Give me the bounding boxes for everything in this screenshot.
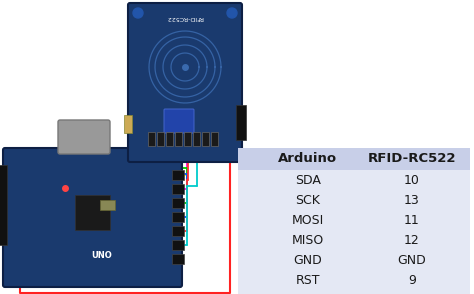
Text: SDA: SDA xyxy=(295,173,320,186)
Bar xyxy=(202,132,209,146)
Bar xyxy=(172,170,184,180)
Bar xyxy=(184,132,191,146)
Bar xyxy=(211,132,218,146)
Bar xyxy=(238,250,470,270)
Text: GND: GND xyxy=(293,253,322,266)
Text: RFID-RC522: RFID-RC522 xyxy=(166,14,203,19)
Text: SCK: SCK xyxy=(295,193,320,206)
Text: UNO: UNO xyxy=(91,251,111,260)
Text: 3.3V: 3.3V xyxy=(398,293,426,294)
Bar xyxy=(238,190,470,210)
Text: 11: 11 xyxy=(404,213,420,226)
Bar xyxy=(238,170,470,190)
Circle shape xyxy=(133,8,143,18)
Bar xyxy=(172,184,184,194)
Bar xyxy=(157,132,164,146)
Bar xyxy=(172,240,184,250)
Bar xyxy=(100,200,115,210)
Text: 12: 12 xyxy=(404,233,420,246)
Text: RFID-RC522: RFID-RC522 xyxy=(368,153,456,166)
Text: 13: 13 xyxy=(404,193,420,206)
Bar xyxy=(238,230,470,250)
Bar xyxy=(172,212,184,222)
Bar xyxy=(75,195,110,230)
Bar xyxy=(238,210,470,230)
Circle shape xyxy=(227,8,237,18)
Bar xyxy=(175,132,182,146)
Bar xyxy=(238,270,470,290)
Bar xyxy=(0,165,7,245)
Bar xyxy=(193,132,200,146)
Text: 3.3V: 3.3V xyxy=(293,293,322,294)
FancyBboxPatch shape xyxy=(128,3,242,162)
Text: 9: 9 xyxy=(408,273,416,286)
FancyBboxPatch shape xyxy=(58,120,110,154)
Bar xyxy=(172,226,184,236)
Text: MOSI: MOSI xyxy=(292,213,324,226)
Bar xyxy=(166,132,173,146)
Bar xyxy=(124,115,132,133)
Bar xyxy=(236,105,246,140)
Bar xyxy=(172,254,184,264)
Text: MISO: MISO xyxy=(292,233,324,246)
Bar xyxy=(148,132,155,146)
Bar xyxy=(238,148,470,170)
Bar xyxy=(238,290,470,294)
FancyBboxPatch shape xyxy=(3,148,182,287)
Text: 10: 10 xyxy=(404,173,420,186)
Text: GND: GND xyxy=(398,253,427,266)
Text: RST: RST xyxy=(295,273,320,286)
FancyBboxPatch shape xyxy=(164,109,194,133)
Text: Arduino: Arduino xyxy=(278,153,337,166)
Bar xyxy=(172,198,184,208)
